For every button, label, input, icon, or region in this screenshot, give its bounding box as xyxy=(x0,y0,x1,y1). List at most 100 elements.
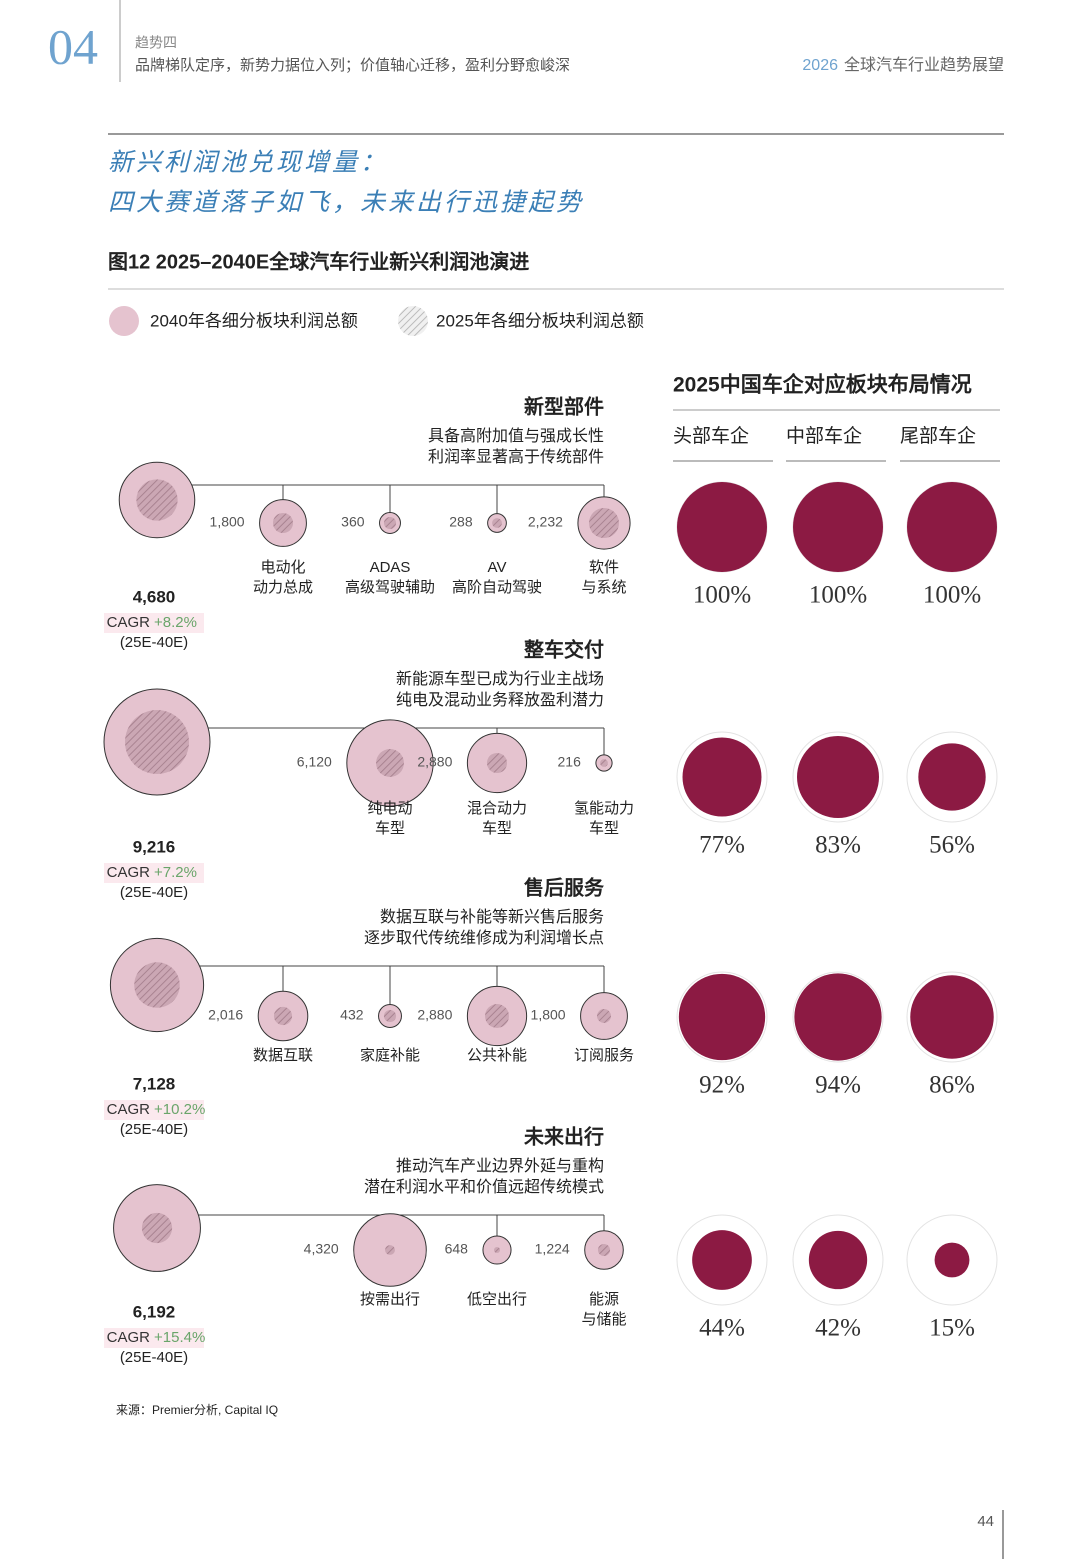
segment-name: 按需出行 xyxy=(360,1291,420,1308)
segment-2025 xyxy=(383,1009,397,1023)
segment-2025 xyxy=(385,1245,395,1255)
segment-2025 xyxy=(600,759,608,767)
segment-name: 纯电动 xyxy=(367,800,412,817)
share-circle xyxy=(677,482,767,572)
segment-value: 2,880 xyxy=(417,1007,452,1023)
cagr-highlight xyxy=(104,1328,204,1348)
segment-name: 能源 xyxy=(589,1291,619,1308)
segment-name: 公共补能 xyxy=(467,1047,527,1064)
total-value: 7,128 xyxy=(133,1074,176,1093)
segment-2025 xyxy=(492,518,502,528)
cagr-label: CAGR xyxy=(107,864,151,881)
share-circle xyxy=(907,482,997,572)
segment-2025 xyxy=(273,1006,293,1026)
total-2025 xyxy=(141,1212,173,1244)
share-circle xyxy=(808,1230,868,1290)
share-label: 100% xyxy=(693,582,751,609)
figure-title: 图12 2025–2040E全球汽车行业新兴利润池演进 xyxy=(108,249,529,273)
segment-value: 2,016 xyxy=(208,1007,243,1023)
headline: 四大赛道落子如飞，未来出行迅捷起势 xyxy=(108,189,584,217)
segment-name: 电动化 xyxy=(260,559,305,576)
section-title: 整车交付 xyxy=(523,637,604,661)
segment-name: 低空出行 xyxy=(467,1291,527,1308)
total-2025 xyxy=(125,710,189,774)
total-value: 6,192 xyxy=(133,1302,176,1321)
segment-value: 2,232 xyxy=(528,514,563,530)
share-circle xyxy=(678,973,766,1061)
source: 来源：Premier分析, Capital IQ xyxy=(116,1403,278,1417)
cagr-label: CAGR xyxy=(107,614,151,631)
section-description: 潜在利润水平和价值远超传统模式 xyxy=(364,1178,604,1196)
share-outline xyxy=(906,731,998,823)
section-title: 未来出行 xyxy=(524,1124,604,1148)
cagr-highlight xyxy=(104,863,204,883)
share-outline xyxy=(792,971,884,1063)
total-value: 4,680 xyxy=(133,587,176,606)
share-circle xyxy=(793,482,883,572)
segment-2025 xyxy=(485,1004,509,1028)
period: (25E-40E) xyxy=(120,1349,188,1366)
period: (25E-40E) xyxy=(120,634,188,651)
segment-name: 车型 xyxy=(482,820,512,837)
cagr-highlight xyxy=(104,613,204,633)
total-value: 9,216 xyxy=(133,837,176,856)
share-outline xyxy=(906,971,998,1063)
segment-name: 混合动力 xyxy=(467,800,527,817)
segment-name: 车型 xyxy=(589,820,619,837)
segment-value: 360 xyxy=(341,514,365,530)
share-outline xyxy=(792,731,884,823)
share-outline xyxy=(792,1214,884,1306)
trend-subtitle: 品牌梯队定序，新势力据位入列；价值轴心迁移，盈利分野愈峻深 xyxy=(135,57,570,74)
legend-label: 2025年各细分板块利润总额 xyxy=(436,311,644,330)
segment-name: 氢能动力 xyxy=(574,800,634,817)
share-label: 56% xyxy=(929,832,975,859)
total-2025 xyxy=(134,962,180,1008)
segment-2025 xyxy=(493,1246,501,1254)
share-circle xyxy=(797,736,879,818)
segment-2025 xyxy=(383,516,397,530)
share-outline xyxy=(676,731,768,823)
chapter-number: 04 xyxy=(48,18,98,74)
legend-label: 2040年各细分板块利润总额 xyxy=(150,311,358,330)
segment-value: 6,120 xyxy=(297,754,332,770)
share-label: 15% xyxy=(929,1315,975,1342)
segment-value: 1,800 xyxy=(210,514,245,530)
segment-value: 1,800 xyxy=(531,1007,566,1023)
section-title: 售后服务 xyxy=(524,875,605,899)
column-header: 中部车企 xyxy=(786,425,862,447)
segment-name: 高级驾驶辅助 xyxy=(345,579,435,596)
segment-2025 xyxy=(486,752,508,774)
segment-2025 xyxy=(597,1009,611,1023)
cagr-value: +7.2% xyxy=(154,864,197,881)
share-outline xyxy=(906,1214,998,1306)
segment-name: 高阶自动驾驶 xyxy=(452,579,542,596)
share-label: 77% xyxy=(699,832,745,859)
cagr-label: CAGR xyxy=(107,1329,151,1346)
segment-name: AV xyxy=(488,559,507,576)
legend-swatch xyxy=(109,306,139,336)
segment-name: 车型 xyxy=(375,820,405,837)
column-header: 头部车企 xyxy=(673,425,749,447)
share-circle xyxy=(910,975,994,1059)
share-circle xyxy=(794,973,882,1061)
cagr-value: +10.2% xyxy=(154,1101,205,1118)
segment-name: 数据互联 xyxy=(253,1047,313,1064)
section-title: 新型部件 xyxy=(524,394,604,418)
legend-swatch xyxy=(398,306,428,336)
segment-2025 xyxy=(588,507,620,539)
segment-value: 648 xyxy=(445,1241,469,1257)
period: (25E-40E) xyxy=(120,1121,188,1138)
total-2025 xyxy=(136,479,178,521)
section-description: 推动汽车产业边界外延与重构 xyxy=(396,1157,604,1175)
segment-2025 xyxy=(597,1243,611,1257)
section-description: 逐步取代传统维修成为利润增长点 xyxy=(364,929,604,947)
segment-name: 订阅服务 xyxy=(574,1047,634,1064)
share-circle xyxy=(682,737,762,817)
share-circle xyxy=(692,1230,752,1290)
cagr-label: CAGR xyxy=(107,1101,151,1118)
segment-name: 与储能 xyxy=(581,1311,626,1328)
segment-name: 动力总成 xyxy=(253,579,313,596)
segment-2025 xyxy=(272,512,294,534)
report-year: 2026 xyxy=(802,57,838,74)
